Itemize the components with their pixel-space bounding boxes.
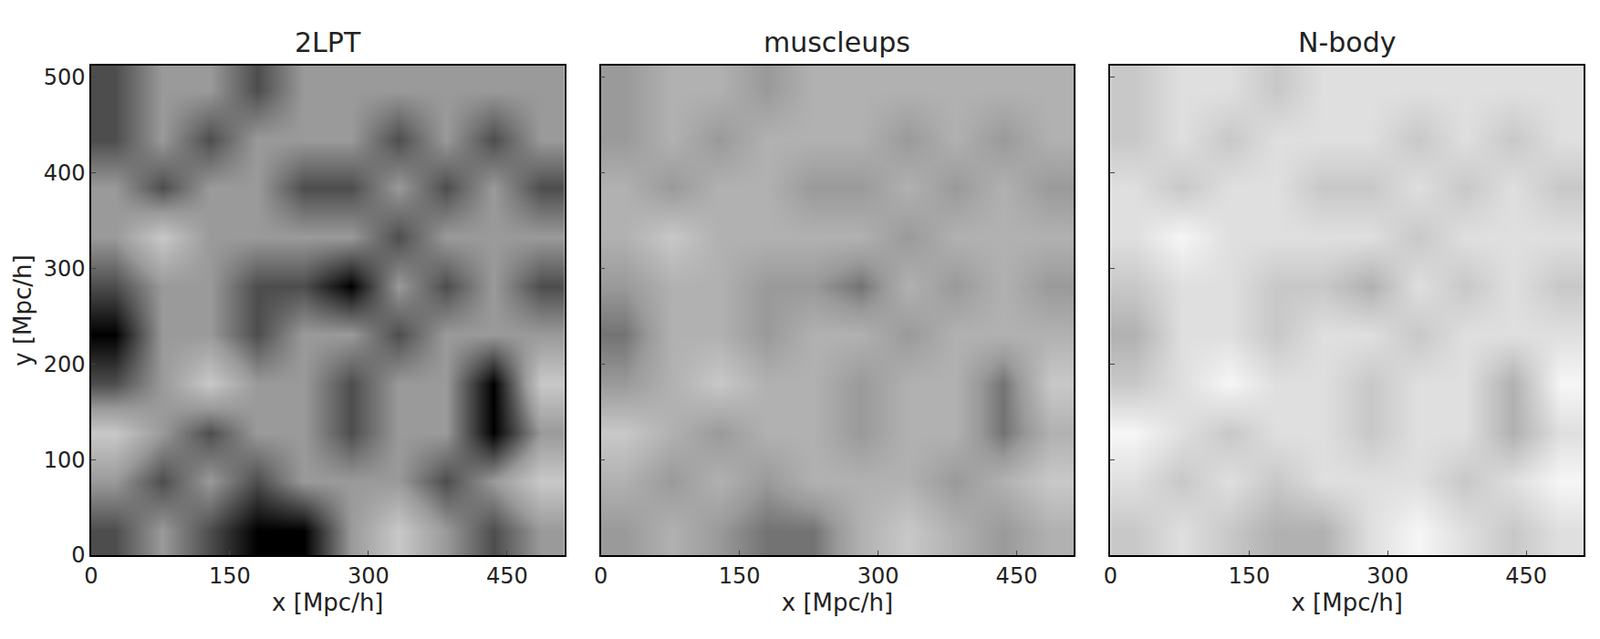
- svg-text:300: 300: [857, 563, 900, 590]
- svg-text:0: 0: [1103, 563, 1118, 590]
- svg-text:300: 300: [43, 256, 86, 282]
- svg-text:300: 300: [1366, 563, 1409, 590]
- svg-text:150: 150: [718, 563, 761, 590]
- svg-text:0: 0: [593, 563, 608, 590]
- svg-text:450: 450: [486, 563, 529, 590]
- svg-text:x [Mpc/h]: x [Mpc/h]: [781, 589, 894, 617]
- svg-text:x [Mpc/h]: x [Mpc/h]: [271, 589, 384, 617]
- svg-text:100: 100: [43, 447, 86, 474]
- svg-text:2LPT: 2LPT: [294, 26, 362, 59]
- svg-text:N-body: N-body: [1298, 26, 1396, 59]
- svg-text:450: 450: [1505, 563, 1548, 590]
- svg-text:150: 150: [1227, 563, 1270, 590]
- svg-text:300: 300: [347, 563, 390, 590]
- svg-text:0: 0: [83, 563, 98, 590]
- svg-text:200: 200: [43, 352, 86, 378]
- svg-text:x [Mpc/h]: x [Mpc/h]: [1290, 589, 1403, 617]
- svg-text:450: 450: [996, 563, 1039, 590]
- svg-text:muscleups: muscleups: [763, 26, 911, 59]
- svg-text:500: 500: [43, 64, 86, 91]
- svg-text:y [Mpc/h]: y [Mpc/h]: [9, 254, 37, 366]
- svg-text:400: 400: [43, 160, 86, 187]
- svg-text:0: 0: [71, 542, 85, 569]
- svg-text:150: 150: [208, 563, 251, 590]
